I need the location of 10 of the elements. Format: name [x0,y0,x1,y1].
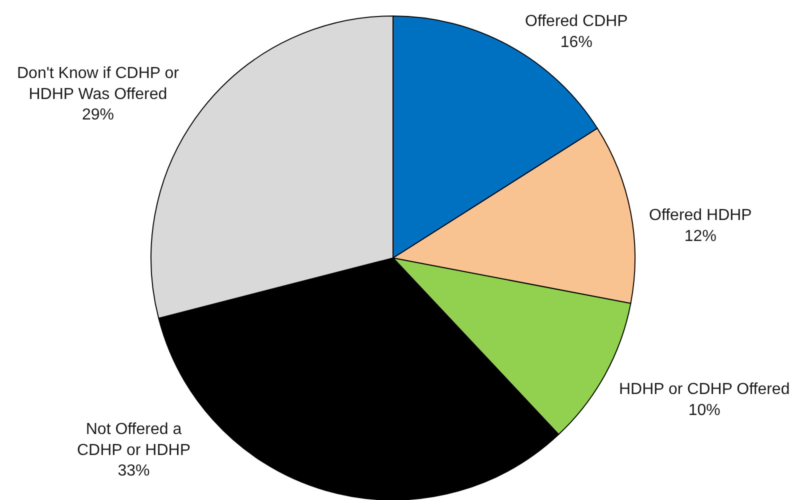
slice-label: HDHP or CDHP Offered [619,381,790,398]
data-label: 16% [560,34,592,51]
slice-label: Don't Know if CDHP or HDHP Was Offered [17,65,180,103]
data-label: 12% [684,228,716,245]
data-label: 29% [82,106,114,124]
slice-label: Offered CDHP [525,13,628,30]
slice-label: Not Offered a CDHP or HDHP [77,421,190,459]
data-label: 10% [688,402,720,419]
slice-label: Offered HDHP [649,207,752,224]
data-label: 33% [118,462,150,480]
